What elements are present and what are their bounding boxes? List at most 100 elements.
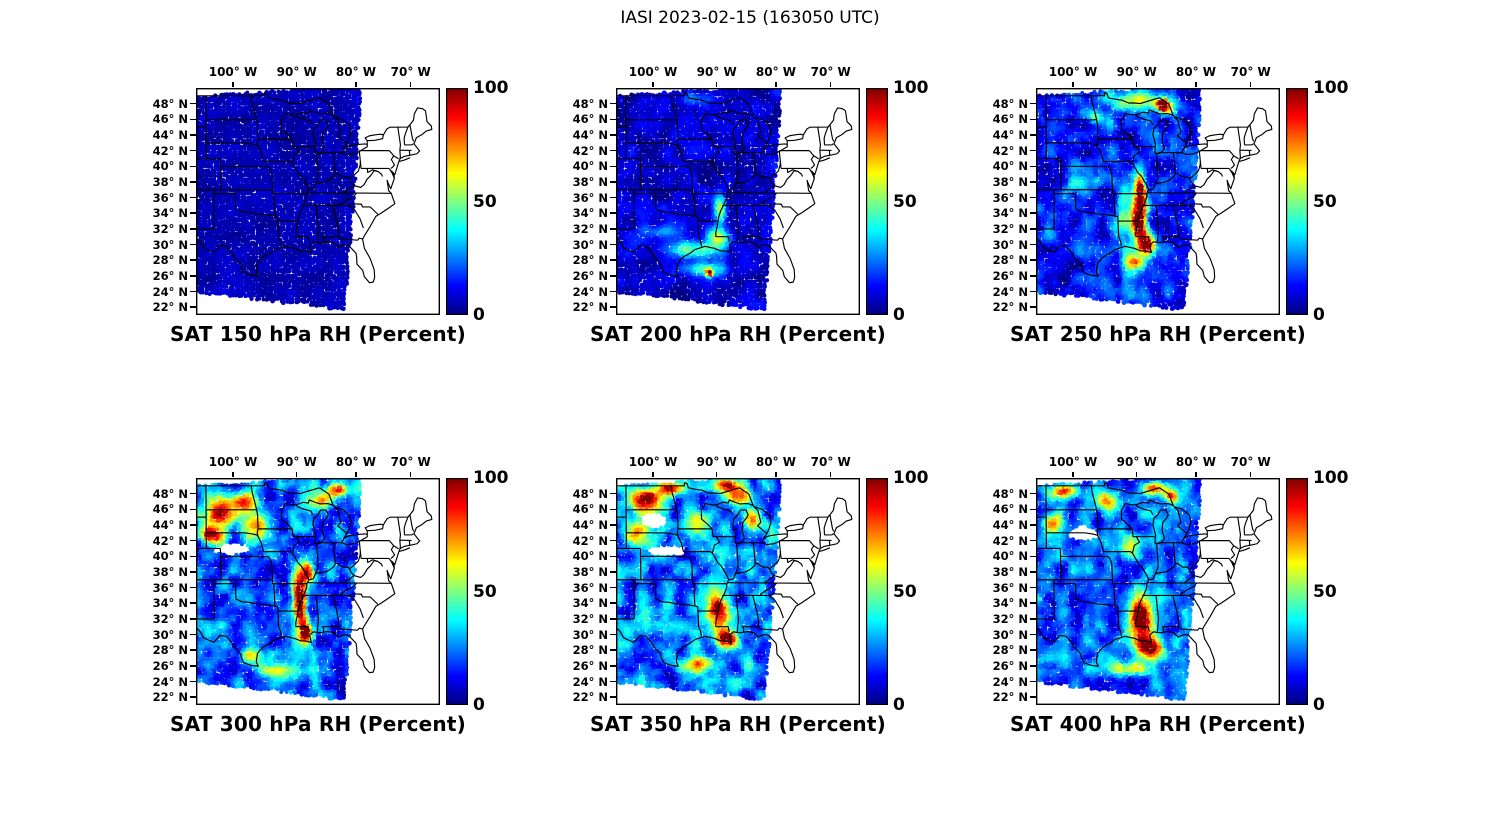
y-tick-mark [610, 196, 616, 199]
colorbar-tick-label: 0 [1313, 305, 1325, 325]
figure-title: IASI 2023-02-15 (163050 UTC) [620, 8, 880, 28]
y-tick-label: 26° N [572, 658, 608, 673]
y-tick-mark [1030, 259, 1036, 261]
panel-title: SAT 300 hPa RH (Percent) [170, 712, 466, 736]
y-tick-label: 46° N [992, 502, 1028, 517]
y-tick-label: 28° N [572, 253, 608, 268]
y-tick-label: 34° N [152, 596, 188, 611]
map-panel: SAT 250 hPa RH (Percent) 100° W 90° W 80° … [930, 60, 1350, 405]
y-tick-mark [190, 181, 196, 183]
y-tick-mark [190, 275, 196, 277]
y-tick-label: 42° N [152, 533, 188, 548]
y-tick-label: 38° N [572, 564, 608, 579]
y-tick-mark [610, 212, 616, 214]
y-tick-mark [610, 571, 616, 573]
colorbar-tick-label: 100 [473, 468, 509, 488]
x-tick-label: 100° W [1048, 65, 1098, 79]
colorbar-tick-label: 0 [473, 305, 485, 325]
panel-title: SAT 150 hPa RH (Percent) [170, 322, 466, 346]
y-tick-label: 24° N [992, 284, 1028, 299]
y-tick-label: 32° N [152, 221, 188, 236]
y-tick-label: 30° N [992, 627, 1028, 642]
y-tick-mark [190, 243, 196, 246]
x-tick-mark [652, 82, 654, 87]
colorbar-tick-label: 0 [1313, 695, 1325, 715]
y-tick-mark [1030, 134, 1036, 136]
y-tick-label: 44° N [992, 127, 1028, 142]
y-tick-mark [190, 134, 196, 136]
map-canvas [616, 478, 860, 705]
x-tick-mark [1072, 472, 1074, 477]
x-tick-mark [1135, 82, 1138, 87]
x-tick-label: 90° W [1116, 455, 1157, 469]
y-tick-mark [610, 633, 616, 636]
map-panel: SAT 200 hPa RH (Percent) 100° W 90° W 80° … [510, 60, 930, 405]
y-tick-mark [1030, 508, 1036, 511]
x-tick-label: 80° W [755, 455, 797, 469]
y-tick-mark [1030, 680, 1036, 683]
y-tick-mark [610, 102, 616, 105]
x-tick-label: 90° W [1116, 65, 1157, 79]
y-tick-mark [190, 165, 196, 168]
y-tick-mark [1030, 555, 1036, 558]
y-tick-mark [1030, 586, 1036, 589]
y-tick-label: 46° N [572, 502, 608, 517]
x-tick-label: 100° W [628, 455, 678, 469]
y-tick-mark [1030, 539, 1036, 542]
map-canvas [196, 88, 440, 315]
y-tick-label: 34° N [572, 596, 608, 611]
y-tick-label: 46° N [992, 112, 1028, 127]
y-tick-label: 24° N [992, 674, 1028, 689]
x-tick-mark [295, 472, 298, 477]
x-tick-mark [409, 82, 412, 87]
x-tick-mark [775, 82, 777, 87]
y-tick-mark [1030, 290, 1036, 293]
y-tick-mark [1030, 149, 1036, 152]
y-tick-mark [1030, 243, 1036, 246]
x-tick-mark [1135, 472, 1138, 477]
x-tick-mark [409, 472, 412, 477]
y-tick-mark [610, 618, 616, 620]
y-tick-mark [190, 196, 196, 199]
colorbar-tick-label: 0 [473, 695, 485, 715]
y-tick-label: 44° N [152, 127, 188, 142]
y-tick-label: 26° N [992, 658, 1028, 673]
y-tick-label: 36° N [152, 190, 188, 205]
y-tick-mark [1030, 181, 1036, 183]
y-tick-mark [610, 665, 616, 667]
y-tick-mark [610, 696, 616, 698]
x-tick-label: 90° W [276, 65, 317, 79]
x-tick-mark [775, 472, 777, 477]
y-tick-mark [610, 118, 616, 121]
x-tick-mark [652, 472, 654, 477]
y-tick-label: 34° N [992, 596, 1028, 611]
y-tick-label: 24° N [572, 284, 608, 299]
colorbar-tick-label: 100 [473, 78, 509, 98]
y-tick-mark [1030, 649, 1036, 651]
y-tick-label: 46° N [572, 112, 608, 127]
colorbar-tick-label: 100 [893, 468, 929, 488]
y-tick-mark [190, 259, 196, 261]
y-tick-label: 44° N [152, 517, 188, 532]
y-tick-mark [190, 306, 196, 308]
map-canvas [616, 88, 860, 315]
y-tick-label: 22° N [992, 690, 1028, 705]
y-tick-label: 26° N [152, 658, 188, 673]
y-tick-mark [1030, 492, 1036, 495]
panel-title: SAT 350 hPa RH (Percent) [590, 712, 886, 736]
y-tick-label: 22° N [152, 300, 188, 315]
colorbar-tick-label: 50 [1313, 581, 1337, 602]
x-tick-label: 80° W [1175, 455, 1217, 469]
y-tick-mark [610, 586, 616, 589]
map-panel: SAT 350 hPa RH (Percent) 100° W 90° W 80° … [510, 450, 930, 795]
y-tick-mark [610, 306, 616, 308]
y-tick-label: 40° N [992, 549, 1028, 564]
x-tick-label: 100° W [628, 65, 678, 79]
y-tick-mark [190, 118, 196, 121]
y-tick-label: 30° N [572, 627, 608, 642]
y-tick-label: 44° N [992, 517, 1028, 532]
x-tick-mark [295, 82, 298, 87]
colorbar-tick-label: 50 [473, 581, 497, 602]
colorbar [1286, 478, 1308, 705]
y-tick-mark [1030, 618, 1036, 620]
